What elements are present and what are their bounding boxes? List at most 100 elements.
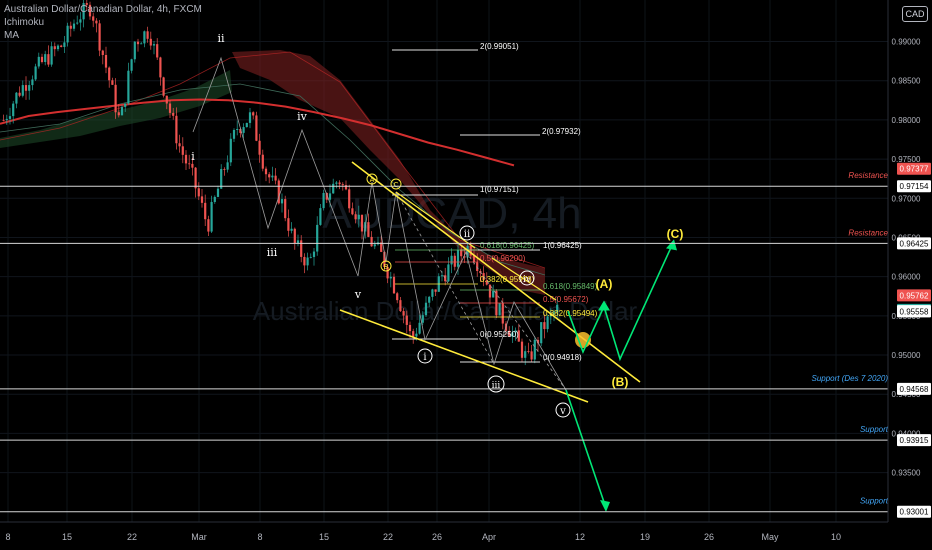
- fib-label: 0.618(0.96425): [480, 241, 535, 250]
- fib-label: 0.5(0.96200): [480, 254, 526, 263]
- level-label: Support (Des 7 2020): [812, 374, 889, 383]
- time-axis: 8 15 22 Mar 8 15 22 26 Apr 12 19 26 May 10: [0, 521, 888, 542]
- price-tick-label: 0.93500: [892, 469, 921, 478]
- candle-body: [85, 3, 88, 5]
- horizontal-levels: Resistance Resistance Support (Des 7 2020)…: [0, 171, 889, 513]
- indicator-ma[interactable]: MA: [4, 30, 19, 41]
- candle-body: [412, 331, 415, 337]
- time-tick-label: 12: [575, 532, 585, 542]
- wave-circle: [380, 260, 392, 272]
- candle-body: [47, 54, 50, 65]
- time-tick-label: 15: [319, 532, 329, 542]
- candle-body: [466, 245, 469, 258]
- candle-body: [485, 280, 488, 285]
- candle-body: [76, 22, 79, 24]
- candle-body: [172, 112, 175, 116]
- wave-circle: [555, 402, 571, 418]
- price-tag: [897, 289, 931, 302]
- candle-body: [236, 128, 239, 130]
- candle-body: [415, 333, 418, 337]
- candle-body: [213, 196, 216, 202]
- arrow-head-icon: [598, 300, 610, 311]
- candle-body: [72, 23, 76, 29]
- candle-body: [460, 250, 463, 257]
- candle-body: [386, 266, 389, 279]
- candle-body: [546, 316, 549, 330]
- candle-body: [520, 341, 524, 358]
- price-tick-label: 0.96000: [892, 273, 921, 282]
- wave-label: (A): [596, 277, 613, 291]
- indicator-ichimoku[interactable]: Ichimoku: [4, 17, 45, 28]
- candle-body: [117, 112, 120, 116]
- candle-body: [12, 103, 15, 117]
- candle-body: [348, 189, 351, 209]
- price-tag: [897, 505, 931, 518]
- candle-body: [456, 250, 460, 267]
- trendlines: [339, 161, 641, 403]
- candle-body: [184, 154, 188, 164]
- candle-body: [165, 95, 168, 104]
- wave-label: iii: [267, 246, 278, 259]
- level-label: Resistance: [848, 171, 888, 180]
- candle-body: [56, 45, 60, 50]
- candle-body: [508, 330, 511, 337]
- candle-body: [428, 296, 431, 303]
- candle-body: [274, 175, 277, 181]
- candle-body: [344, 185, 348, 190]
- inner-channel-line: [395, 191, 476, 249]
- candle-body: [66, 25, 69, 43]
- candle-body: [181, 146, 184, 155]
- candle-body: [424, 302, 428, 316]
- elliott-wave-lines: [192, 56, 567, 391]
- candle-body: [252, 112, 255, 116]
- candle-body: [239, 128, 242, 133]
- candle-body: [280, 199, 284, 204]
- level-label: Support: [860, 497, 889, 506]
- candle-body: [191, 163, 194, 168]
- candle-body: [316, 224, 319, 252]
- price-tick-label: 0.94000: [892, 429, 921, 438]
- dashed-projection: [395, 191, 495, 365]
- candle-body: [204, 202, 207, 220]
- candle-body: [149, 38, 152, 46]
- candle-body: [146, 31, 149, 39]
- projection-line: [565, 389, 607, 509]
- candle-body: [284, 199, 287, 219]
- candle-body: [408, 324, 412, 332]
- fib-label: 0.5(0.95672): [543, 295, 589, 304]
- cloud-border: [0, 51, 546, 269]
- price-tag-label: 0.96425: [900, 239, 929, 248]
- time-tick-label: 26: [432, 532, 442, 542]
- time-tick-label: 19: [640, 532, 650, 542]
- candle-body: [328, 193, 332, 200]
- projection-path: [565, 239, 677, 512]
- candle-body: [188, 163, 191, 165]
- candle-body: [354, 214, 357, 220]
- candle-body: [53, 46, 56, 50]
- wave-label: ii: [217, 32, 225, 45]
- candle-body: [159, 57, 162, 78]
- candle-body: [168, 103, 172, 113]
- candle-body: [296, 240, 300, 244]
- time-tick-label: May: [761, 532, 779, 542]
- currency-badge[interactable]: CAD: [902, 6, 928, 22]
- candle-body: [476, 262, 479, 271]
- cloud-bear-fill: [232, 50, 545, 295]
- candle-body: [63, 42, 66, 47]
- price-tag-label: 0.95558: [900, 307, 929, 316]
- watermark-name: Australian Dollar/Canadian Dollar: [253, 296, 638, 326]
- wave-label: i: [191, 150, 195, 163]
- candle-body: [261, 154, 264, 169]
- price-tick-label: 0.98000: [892, 116, 921, 125]
- fib-levels: 2(0.99051) 2(0.97932) 1(0.97151) 1(0.964…: [392, 42, 598, 363]
- wave-circle: [519, 270, 535, 286]
- candle-body: [140, 43, 143, 45]
- candle-body: [431, 289, 434, 297]
- price-tag-label: 0.94568: [900, 385, 929, 394]
- candle-body: [488, 284, 492, 298]
- candle-body: [373, 244, 376, 247]
- candle-body: [524, 351, 527, 358]
- price-tick-label: 0.97000: [892, 194, 921, 203]
- price-tag: [897, 237, 931, 250]
